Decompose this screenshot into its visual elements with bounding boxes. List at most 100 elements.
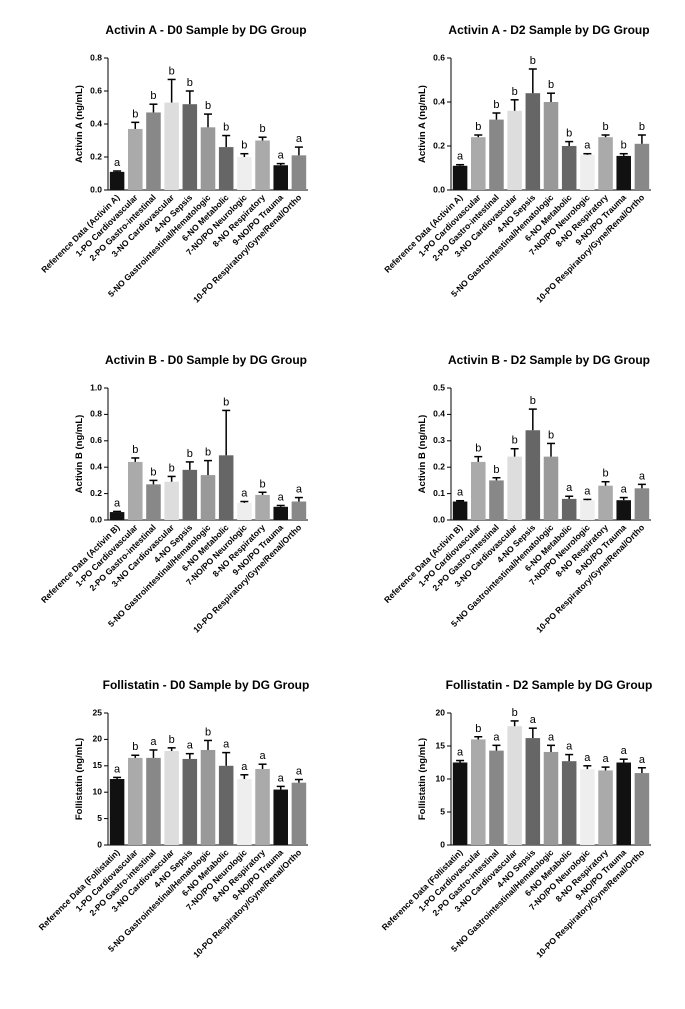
bar xyxy=(525,430,541,520)
significance-letter: b xyxy=(548,79,554,91)
y-tick-label: 0.0 xyxy=(90,514,102,524)
bar xyxy=(146,484,161,520)
y-tick-label: 20 xyxy=(93,734,103,744)
bar xyxy=(200,749,216,845)
significance-letter: b xyxy=(241,140,247,152)
bar xyxy=(580,500,595,520)
bar xyxy=(237,502,252,520)
bar xyxy=(182,758,198,845)
bar xyxy=(146,112,161,190)
significance-letter: b xyxy=(223,122,229,134)
significance-letter: a xyxy=(296,133,303,145)
significance-letter: b xyxy=(132,741,138,753)
significance-letter: b xyxy=(548,429,554,441)
y-tick-label: 0.2 xyxy=(433,461,445,471)
bar xyxy=(616,500,631,520)
significance-letter: a xyxy=(259,750,266,762)
significance-letter: b xyxy=(493,464,499,476)
significance-letter: a xyxy=(566,741,573,753)
bar xyxy=(291,155,307,190)
significance-letter: a xyxy=(114,157,121,169)
y-tick-label: 10 xyxy=(93,786,103,796)
significance-letter: a xyxy=(114,763,121,775)
y-tick-label: 0.4 xyxy=(90,461,102,471)
y-tick-label: 20 xyxy=(436,707,446,717)
y-tick-label: 0.0 xyxy=(90,184,102,194)
y-tick-label: 10 xyxy=(436,773,446,783)
y-tick-label: 0 xyxy=(440,839,445,849)
y-tick-label: 0.3 xyxy=(433,435,445,445)
y-tick-label: 0.2 xyxy=(433,140,445,150)
significance-letter: a xyxy=(584,485,591,497)
significance-letter: b xyxy=(187,448,193,460)
y-tick-label: 0.0 xyxy=(433,184,445,194)
significance-letter: b xyxy=(602,468,608,480)
bar xyxy=(255,140,270,190)
significance-letter: a xyxy=(493,731,500,743)
bar xyxy=(291,501,307,520)
bar xyxy=(182,104,198,190)
bar xyxy=(128,461,143,520)
chart-title: Follistatin - D2 Sample by DG Group xyxy=(446,678,653,692)
bar xyxy=(634,773,650,845)
chart-panel: Follistatin - D0 Sample by DG Group Folli… xyxy=(37,678,310,960)
y-axis-label: Activin A (ng/mL) xyxy=(74,85,85,163)
chart-panel: Activin A - D2 Sample by DG Group Activin… xyxy=(382,23,651,305)
y-tick-label: 1.0 xyxy=(90,382,102,392)
y-tick-label: 0.2 xyxy=(90,488,102,498)
bar xyxy=(634,143,650,190)
bar xyxy=(237,779,252,845)
y-tick-label: 0.4 xyxy=(433,409,445,419)
y-axis-label: Activin B (ng/mL) xyxy=(417,415,428,494)
chart-title: Activin A - D0 Sample by DG Group xyxy=(105,23,306,37)
bar xyxy=(598,485,613,520)
significance-letter: b xyxy=(169,65,175,77)
bar xyxy=(489,480,504,520)
significance-letter: b xyxy=(132,444,138,456)
y-tick-label: 0.8 xyxy=(90,52,102,62)
significance-letter: b xyxy=(602,121,608,133)
y-tick-label: 15 xyxy=(93,760,103,770)
significance-letter: a xyxy=(639,754,646,766)
y-axis-label: Activin A (ng/mL) xyxy=(417,85,428,163)
chart-title: Activin B - D2 Sample by DG Group xyxy=(448,353,650,367)
bar xyxy=(598,770,613,845)
significance-letter: a xyxy=(241,488,248,500)
chart-title: Activin A - D2 Sample by DG Group xyxy=(448,23,649,37)
bar xyxy=(561,761,577,845)
y-tick-label: 0.2 xyxy=(90,151,102,161)
bar xyxy=(452,501,468,520)
y-axis-label: Activin B (ng/mL) xyxy=(74,415,85,494)
bar xyxy=(580,769,595,845)
bar xyxy=(218,455,234,520)
bar xyxy=(128,757,143,845)
significance-letter: a xyxy=(584,752,591,764)
y-tick-label: 0.4 xyxy=(90,118,102,128)
significance-letter: a xyxy=(278,491,285,503)
bar xyxy=(489,750,504,845)
significance-letter: a xyxy=(621,484,628,496)
bar xyxy=(291,782,307,845)
significance-letter: b xyxy=(475,443,481,455)
bar xyxy=(109,512,125,520)
bar xyxy=(543,456,559,520)
bar xyxy=(452,165,468,190)
significance-letter: b xyxy=(512,435,518,447)
significance-letter: a xyxy=(150,736,157,748)
bar xyxy=(255,768,270,845)
significance-letter: b xyxy=(512,86,518,98)
bar xyxy=(164,102,179,190)
significance-letter: b xyxy=(150,466,156,478)
significance-letter: b xyxy=(132,108,138,120)
bar xyxy=(109,171,125,190)
y-tick-label: 0.6 xyxy=(90,435,102,445)
bar xyxy=(128,128,143,190)
significance-letter: a xyxy=(296,484,303,496)
significance-letter: a xyxy=(296,766,303,778)
y-tick-label: 0.1 xyxy=(433,488,445,498)
significance-letter: a xyxy=(621,745,628,757)
significance-letter: a xyxy=(602,753,609,765)
y-tick-label: 0.8 xyxy=(90,409,102,419)
bar xyxy=(146,757,161,845)
significance-letter: b xyxy=(475,121,481,133)
